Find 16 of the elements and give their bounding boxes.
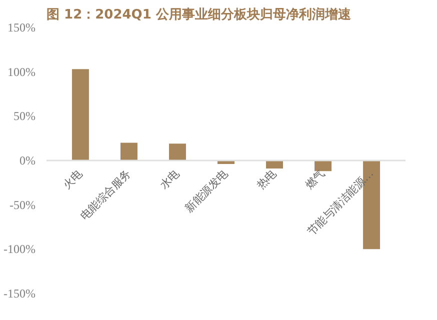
y-tick-label: -150% <box>4 286 36 300</box>
x-tick-label: 新能源发电 <box>182 166 231 215</box>
x-tick-label: 燃气 <box>302 166 328 192</box>
y-tick-label: -50% <box>10 198 36 212</box>
y-tick-label: -100% <box>4 242 36 256</box>
chart-title: 图 12：2024Q1 公用事业细分板块归母净利润增速 <box>46 6 352 22</box>
y-tick-label: 150% <box>8 20 36 34</box>
y-tick-label: 100% <box>8 64 36 79</box>
y-tick-label: 50% <box>14 109 36 124</box>
bar <box>120 142 138 160</box>
x-tick-label: 火电 <box>60 166 86 192</box>
bar <box>72 69 89 160</box>
y-tick-label: 0% <box>20 154 36 168</box>
x-tick-label: 热电 <box>254 166 280 192</box>
bar <box>168 144 186 160</box>
x-tick-label: 水电 <box>157 166 182 192</box>
